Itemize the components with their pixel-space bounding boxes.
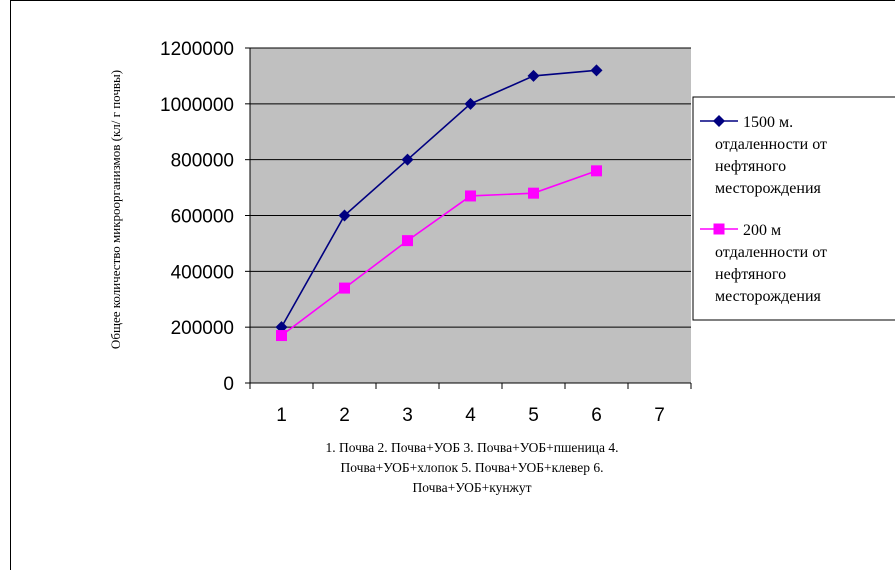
y-axis-label: Общее количество микроорганизмов (кл/ г …	[108, 70, 123, 349]
x-tick-label: 5	[528, 405, 539, 426]
y-tick-label: 1200000	[160, 39, 234, 60]
y-tick-label: 1000000	[160, 95, 234, 116]
grid-lines	[250, 47, 691, 328]
legend-text-line: 1500 м.	[743, 114, 793, 131]
data-point	[276, 330, 287, 342]
y-tick-label: 600000	[171, 207, 234, 228]
x-tick-label: 1	[276, 405, 287, 426]
series-line	[280, 69, 597, 328]
legend-text-line: отдаленности от	[715, 136, 827, 153]
legend-text-line: нефтяного	[715, 266, 786, 283]
data-point	[339, 282, 350, 294]
y-tick-label: 0	[223, 374, 234, 395]
legend-text-line: месторождения	[715, 180, 822, 197]
y-tick-label: 800000	[171, 151, 234, 172]
y-tick-labels: 0 200000 400000 600000 800000 1000000 1200000	[160, 39, 234, 395]
data-point	[527, 69, 540, 82]
x-tick-label: 6	[591, 405, 602, 426]
x-tick-label: 3	[402, 405, 413, 426]
data-point	[591, 165, 602, 177]
data-point	[465, 190, 476, 202]
series-1	[275, 64, 603, 334]
legend-text-line: 200 м	[743, 222, 781, 239]
y-tick-label: 200000	[171, 318, 234, 339]
x-tick-label: 4	[465, 405, 476, 426]
data-point	[401, 153, 414, 166]
legend-entry-1: 1500 м. отдаленности от нефтяного месторожд…	[700, 114, 827, 197]
x-axis-caption: 1. Почва 2. Почва+УОБ 3. Почва+УОБ+пшени…	[232, 438, 712, 498]
series-2	[276, 165, 602, 342]
data-point	[528, 187, 539, 199]
axes	[245, 47, 692, 389]
legend-text-line: нефтяного	[715, 158, 786, 175]
chart-frame	[10, 0, 895, 570]
x-tick-label: 2	[339, 405, 350, 426]
data-point	[338, 209, 351, 222]
series-group	[275, 64, 603, 342]
legend-entry-2: 200 м отдаленности от нефтяного месторожден…	[700, 222, 827, 305]
y-tick-label: 400000	[171, 262, 234, 283]
legend-marker	[713, 223, 725, 235]
data-point	[402, 235, 413, 247]
x-tick-label: 7	[654, 405, 665, 426]
caption-line-3: Почва+УОБ+кунжут	[412, 480, 532, 495]
series-line	[281, 170, 597, 337]
legend-marker	[713, 115, 725, 127]
caption-line-1: 1. Почва 2. Почва+УОБ 3. Почва+УОБ+пшени…	[325, 440, 619, 455]
x-tick-labels: 1 2 3 4 5 6 7	[276, 405, 665, 426]
legend: 1500 м. отдаленности от нефтяного месторожд…	[692, 96, 895, 321]
data-point	[464, 97, 477, 110]
data-point	[590, 64, 603, 77]
legend-text-line: месторождения	[715, 288, 822, 305]
caption-line-2: Почва+УОБ+хлопок 5. Почва+УОБ+клевер 6.	[340, 460, 604, 475]
legend-text-line: отдаленности от	[715, 244, 827, 261]
legend-box	[692, 96, 895, 321]
